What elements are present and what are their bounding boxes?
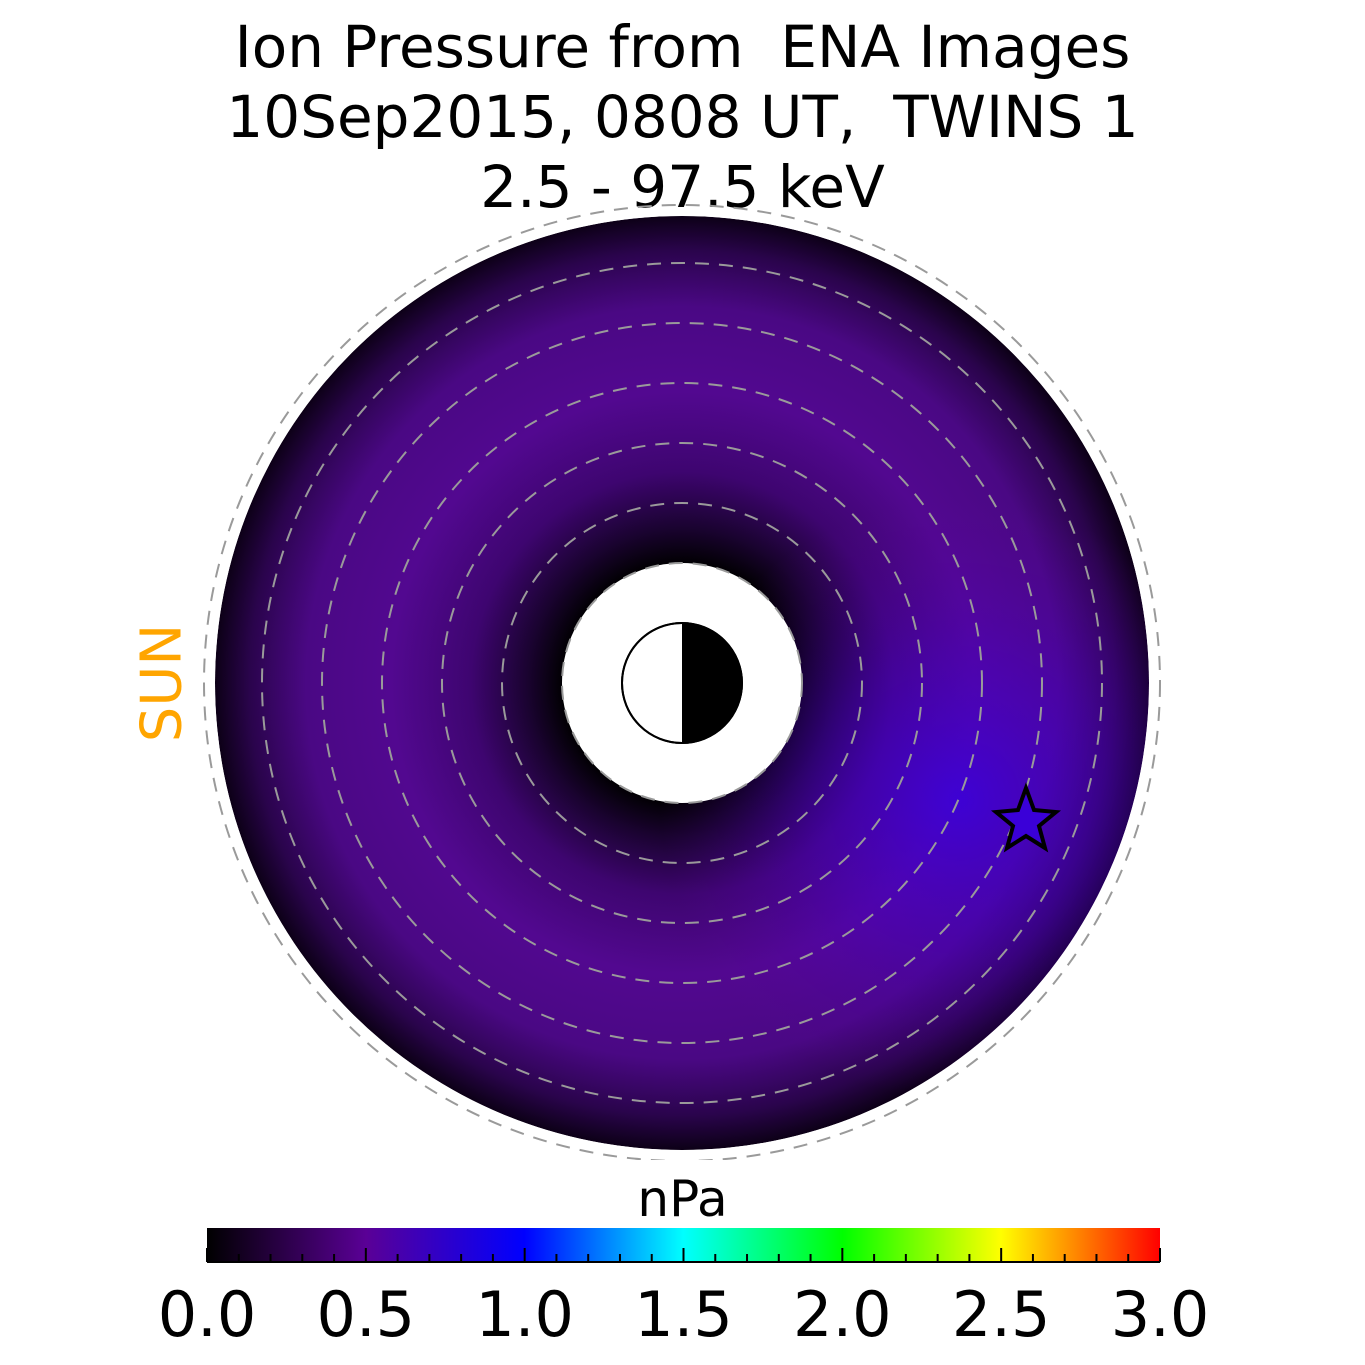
sun-direction-label: SUN xyxy=(129,623,195,743)
colorbar-tick-label: 0.5 xyxy=(316,1278,416,1351)
colorbar-tick-label: 0.0 xyxy=(157,1278,257,1351)
grid-ring-5 xyxy=(321,322,1043,1044)
grid-ring-4 xyxy=(381,382,983,984)
plot-title-line-3: 2.5 - 97.5 keV xyxy=(480,153,885,221)
colorbar-tick-label: 2.0 xyxy=(793,1278,892,1351)
colorbar-tick-label: 3.0 xyxy=(1110,1278,1210,1351)
grid-ring-3 xyxy=(441,442,923,924)
grid-ring-1 xyxy=(561,562,803,804)
grid-rings xyxy=(203,204,1161,1160)
earth-icon xyxy=(621,622,743,744)
plot-title-line-2: 10Sep2015, 0808 UT, TWINS 1 xyxy=(226,83,1139,151)
colorbar-tick-label: 1.5 xyxy=(634,1278,733,1351)
colorbar-tick-label: 2.5 xyxy=(951,1278,1051,1351)
colorbar-tick-label: 1.0 xyxy=(475,1278,574,1351)
spacecraft-star-icon xyxy=(990,782,1062,853)
colorbar-unit-label: nPa xyxy=(637,1170,728,1228)
pressure-map xyxy=(203,204,1161,1160)
plot-title-line-1: Ion Pressure from ENA Images xyxy=(234,13,1131,81)
grid-ring-7 xyxy=(203,204,1161,1160)
grid-ring-6 xyxy=(261,262,1103,1104)
grid-ring-2 xyxy=(501,502,863,864)
